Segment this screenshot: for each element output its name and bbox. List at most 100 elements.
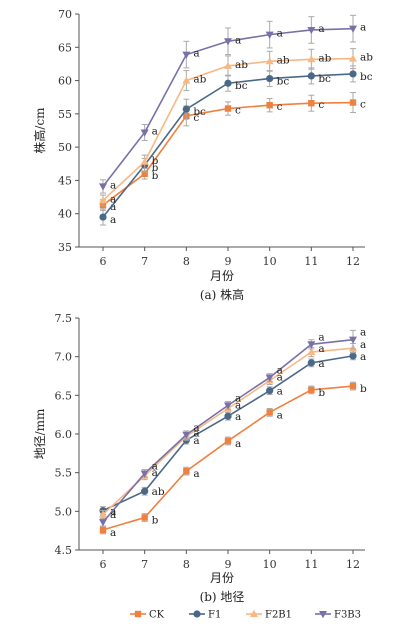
x-tick-label: 12 xyxy=(346,558,360,571)
significance-label: ab xyxy=(277,54,290,66)
significance-label: a xyxy=(318,331,324,343)
data-point-f1 xyxy=(224,412,232,420)
data-point-f2b1 xyxy=(265,57,274,65)
significance-label: bc xyxy=(277,76,290,88)
y-tick-label: 65 xyxy=(58,41,72,54)
significance-label: ab xyxy=(318,52,331,64)
data-point-f3b3 xyxy=(224,402,232,410)
data-point-f1 xyxy=(307,72,315,80)
data-point-ck xyxy=(349,99,357,106)
significance-label: b xyxy=(152,515,159,527)
x-axis-title: 月份 xyxy=(210,269,234,283)
significance-label: a xyxy=(110,179,116,191)
data-point-f2b1 xyxy=(307,55,316,63)
x-tick-label: 11 xyxy=(304,558,318,571)
significance-label: a xyxy=(152,460,158,472)
significance-label: a xyxy=(235,411,241,423)
data-point-f3b3 xyxy=(265,31,274,39)
significance-label: a xyxy=(277,28,283,40)
significance-label: a xyxy=(360,339,366,351)
significance-label: a xyxy=(193,422,199,434)
significance-label: b xyxy=(152,155,159,167)
data-point-f2b1 xyxy=(224,61,232,69)
significance-label: a xyxy=(193,435,199,447)
significance-label: a xyxy=(152,125,158,137)
legend-marker xyxy=(193,610,201,618)
significance-label: c xyxy=(360,99,366,111)
y-tick-label: 7.0 xyxy=(55,351,73,364)
data-point-ck xyxy=(308,386,315,394)
data-point-f2b1 xyxy=(307,347,316,356)
significance-label: a xyxy=(110,527,116,539)
data-point-f3b3 xyxy=(140,470,149,478)
significance-label: a xyxy=(318,358,324,370)
series-line-f2b1 xyxy=(102,347,354,516)
data-point-f2b1 xyxy=(99,510,107,518)
y-tick-label: 35 xyxy=(58,241,72,254)
data-point-f3b3 xyxy=(99,519,107,527)
y-tick-label: 7.5 xyxy=(55,312,73,325)
significance-label: b xyxy=(318,387,325,399)
data-point-f3b3 xyxy=(307,341,316,349)
significance-label: b xyxy=(152,170,159,182)
significance-label: a xyxy=(360,327,366,339)
y-tick-label: 40 xyxy=(58,208,72,221)
series-line-f1 xyxy=(102,355,354,512)
series-line-ck xyxy=(102,101,354,206)
data-point-f2b1 xyxy=(140,157,149,165)
significance-label: a xyxy=(277,386,283,398)
x-tick-label: 8 xyxy=(183,558,190,571)
x-tick-label: 11 xyxy=(304,255,318,268)
significance-label: ab xyxy=(193,74,206,86)
data-point-ck xyxy=(266,409,273,416)
significance-label: a xyxy=(235,392,241,404)
data-point-ck xyxy=(308,100,315,107)
x-tick-label: 10 xyxy=(263,255,277,268)
y-tick-label: 50 xyxy=(58,141,72,154)
data-point-f1 xyxy=(349,352,357,360)
chart-panel-ground-diameter: 4.5 5.0 5.5 6.0 6.5 7.0 7.5 6 7 8 9 10 11 12 月份 地径/mm (b… xyxy=(33,312,367,604)
chart-legend: CK F1 F2B1 F3B3 xyxy=(130,610,361,621)
significance-label: a xyxy=(360,22,366,34)
chart-panel-plant-height: 35 40 45 50 55 60 65 70 6 7 8 9 10 11 12 月份 株高/cm (a) 株高 a… xyxy=(32,8,373,302)
data-point-ck xyxy=(183,467,190,475)
data-point-f2b1 xyxy=(182,76,191,84)
y-tick-label: 5.0 xyxy=(55,505,73,518)
data-point-f1 xyxy=(141,487,149,495)
significance-label: bc xyxy=(360,71,373,83)
significance-label: a xyxy=(152,467,158,479)
significance-label: a xyxy=(235,438,241,450)
x-tick-label: 8 xyxy=(183,255,190,268)
significance-label: a xyxy=(235,399,241,411)
legend-label: F3B3 xyxy=(334,610,361,621)
data-point-f3b3 xyxy=(307,26,316,35)
significance-label: a xyxy=(318,343,324,355)
data-point-f3b3 xyxy=(349,336,357,344)
data-point-ck xyxy=(224,105,232,112)
x-tick-label: 10 xyxy=(263,558,277,571)
significance-label: a xyxy=(318,23,324,35)
y-tick-label: 5.5 xyxy=(55,467,73,480)
data-point-ck xyxy=(224,437,232,445)
data-point-f2b1 xyxy=(99,196,107,204)
data-point-f3b3 xyxy=(349,25,357,33)
data-point-ck xyxy=(349,382,357,390)
significance-label: a xyxy=(110,193,116,205)
data-point-f1 xyxy=(349,70,357,78)
x-tick-label: 9 xyxy=(225,255,232,268)
legend-item-ck: CK xyxy=(130,610,165,621)
data-point-f2b1 xyxy=(349,54,357,62)
significance-label: a xyxy=(110,509,116,521)
significance-label: bc xyxy=(193,106,206,118)
x-tick-label: 6 xyxy=(100,558,107,571)
y-tick-label: 55 xyxy=(58,108,72,121)
significance-label: a xyxy=(277,372,283,384)
legend-label: CK xyxy=(149,610,165,621)
data-point-ck xyxy=(99,526,107,534)
x-tick-label: 7 xyxy=(141,255,148,268)
